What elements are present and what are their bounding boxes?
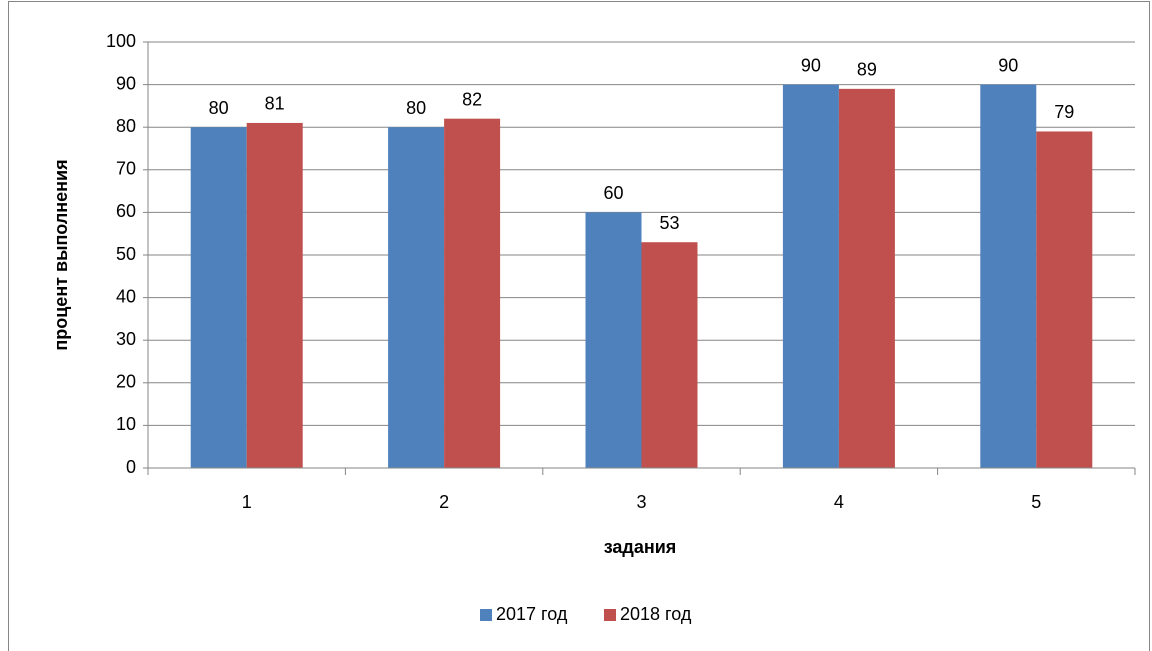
bar [641, 242, 698, 468]
bar [190, 127, 247, 468]
y-tick-label: 30 [116, 329, 136, 349]
chart-frame [8, 1, 1150, 651]
data-label: 80 [406, 98, 426, 118]
bar [388, 127, 445, 468]
y-tick-label: 40 [116, 286, 136, 306]
x-tick-label: 3 [636, 492, 646, 512]
data-label: 80 [209, 98, 229, 118]
x-tick-label: 1 [242, 492, 252, 512]
bar [838, 88, 895, 469]
data-label: 60 [603, 183, 623, 203]
y-axis-title: процент выполнения [51, 159, 71, 350]
data-label: 81 [265, 94, 285, 114]
x-tick-label: 2 [439, 492, 449, 512]
bar [585, 212, 642, 468]
legend-label: 2017 год [496, 604, 568, 624]
x-tick-label: 4 [834, 492, 844, 512]
y-tick-label: 0 [126, 457, 136, 477]
bar [1036, 131, 1093, 468]
x-tick-label: 5 [1031, 492, 1041, 512]
y-tick-label: 10 [116, 414, 136, 434]
bar [782, 84, 839, 468]
data-label: 90 [801, 55, 821, 75]
data-label: 82 [462, 89, 482, 109]
data-label: 90 [998, 55, 1018, 75]
x-axis-title: задания [604, 537, 677, 557]
y-tick-label: 60 [116, 201, 136, 221]
y-tick-label: 70 [116, 159, 136, 179]
data-label: 89 [857, 60, 877, 80]
bar [980, 84, 1037, 468]
bar [246, 122, 303, 468]
y-tick-label: 20 [116, 372, 136, 392]
y-tick-label: 90 [116, 73, 136, 93]
data-label: 79 [1054, 102, 1074, 122]
y-tick-label: 50 [116, 244, 136, 264]
y-tick-label: 100 [106, 31, 136, 51]
legend-swatch [604, 609, 616, 621]
bar [444, 118, 501, 469]
legend-label: 2018 год [620, 604, 692, 624]
legend-swatch [480, 609, 492, 621]
data-label: 53 [659, 213, 679, 233]
y-tick-label: 80 [116, 116, 136, 136]
